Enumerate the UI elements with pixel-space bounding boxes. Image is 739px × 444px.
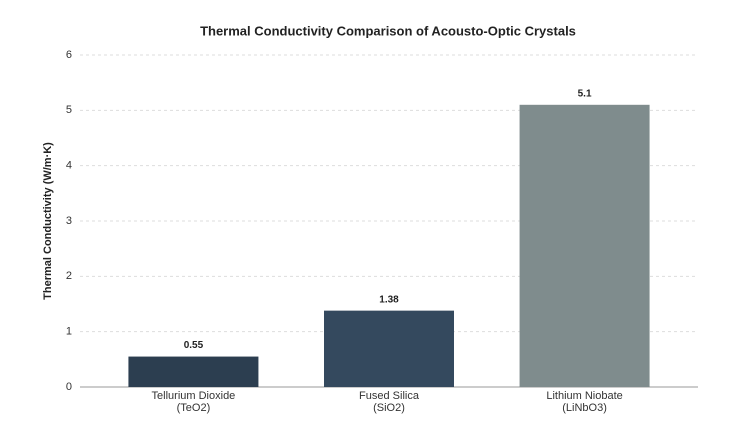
x-tick-label: (SiO2) (373, 402, 405, 414)
chart-title: Thermal Conductivity Comparison of Acous… (200, 23, 576, 38)
x-tick-label: Tellurium Dioxide (152, 390, 236, 402)
y-tick-label: 0 (66, 381, 72, 393)
x-tick-label: Fused Silica (359, 390, 420, 402)
y-axis-label: Thermal Conductivity (W/m·K) (42, 142, 54, 300)
x-tick-label: Lithium Niobate (546, 390, 622, 402)
x-tick-label: (LiNbO3) (562, 402, 607, 414)
y-tick-label: 5 (66, 104, 72, 116)
y-tick-label: 6 (66, 49, 72, 61)
bar (519, 104, 650, 388)
bar (128, 356, 259, 387)
value-label: 5.1 (578, 88, 592, 99)
y-tick-label: 3 (66, 215, 72, 227)
value-label: 0.55 (184, 340, 204, 351)
value-label: 1.38 (379, 294, 399, 305)
y-tick-label: 2 (66, 270, 72, 282)
bar (324, 310, 454, 387)
y-tick-label: 1 (66, 326, 72, 338)
y-tick-label: 4 (66, 160, 72, 172)
x-tick-label: (TeO2) (177, 402, 211, 414)
